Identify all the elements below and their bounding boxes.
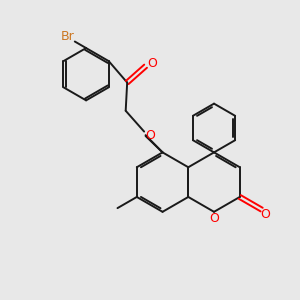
Text: O: O: [146, 129, 156, 142]
Text: Br: Br: [61, 30, 74, 43]
Text: O: O: [260, 208, 270, 221]
Text: O: O: [209, 212, 219, 225]
Text: O: O: [147, 57, 157, 70]
